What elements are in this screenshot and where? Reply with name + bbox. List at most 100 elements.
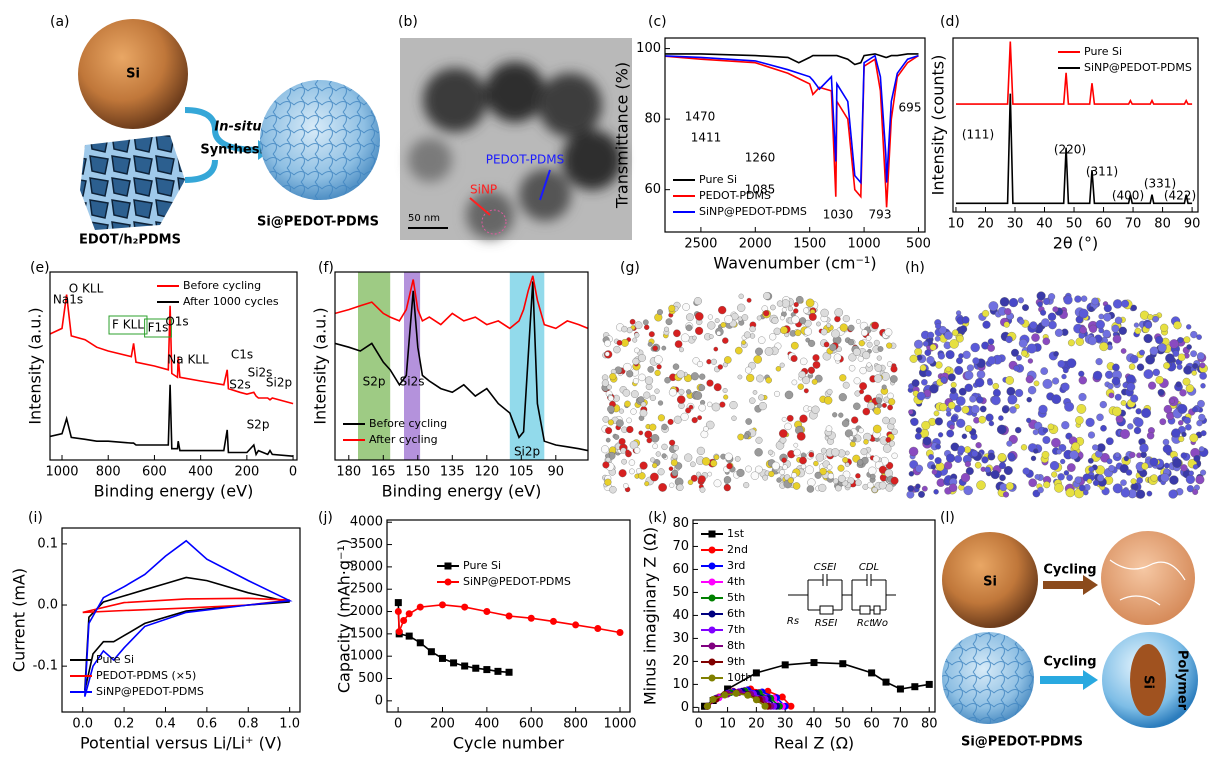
y-tick-label: 80 [672,516,689,531]
panel-label: (i) [28,510,43,526]
atom [656,452,661,457]
atom [1000,483,1007,490]
atom [853,348,861,356]
atom [1158,343,1167,352]
atom [1136,490,1145,499]
atom [892,429,898,435]
atom [673,330,680,337]
arrowhead [1083,575,1098,595]
panel-label: (g) [620,260,640,276]
atom [1051,472,1057,478]
atom [1200,470,1206,476]
x-tick-label: 0 [289,465,297,480]
atom [737,469,745,477]
atom [915,433,922,440]
atom [975,462,981,468]
atom [791,473,797,479]
marker [710,696,717,703]
atom [1121,300,1129,308]
atom [1008,395,1017,404]
legend-marker [709,643,716,650]
atom [718,365,723,370]
atom [1197,400,1204,407]
marker [417,639,424,646]
atom [864,439,869,444]
atom [821,329,827,335]
product-mesh [260,80,380,200]
atom [988,356,996,364]
atom [950,339,959,348]
marker [439,655,446,662]
legend-label: Pure Si [463,559,501,572]
atom [1004,322,1010,328]
atom [1161,473,1170,482]
series-line [705,663,930,707]
atom [868,467,876,475]
atom [780,326,787,333]
atom [751,472,759,480]
atom [1072,442,1080,450]
marker [483,608,490,615]
atom [677,396,685,404]
atom [1112,407,1121,416]
atom [854,377,861,384]
atom [1076,338,1084,346]
atom [627,426,634,433]
x-tick-label: 2000 [739,237,772,252]
atom [965,384,973,392]
atom [857,460,863,466]
atom [829,344,836,351]
panel-label: (a) [50,14,70,30]
marker [396,628,403,635]
atom [787,415,793,421]
atom [965,425,971,431]
atom [739,294,744,299]
atom [639,431,643,435]
atom [686,313,693,320]
atom [1112,377,1120,385]
atom [1019,319,1024,324]
atom [938,432,943,437]
atom [608,396,614,402]
atom [621,459,626,464]
atom [712,403,720,411]
atom [647,438,652,443]
atom [954,455,961,462]
y-axis-label: Minus imaginary Z (Ω) [641,527,660,705]
atom [939,403,947,411]
legend-label: 2nd [727,543,748,556]
polymer-mesh [80,135,185,230]
atom [759,402,767,410]
atom [962,316,969,323]
atom [762,475,767,480]
label: Si [126,67,140,82]
atom [777,301,783,307]
legend-label: 10th [727,671,752,684]
atom [638,374,645,381]
marker [472,665,479,672]
atom [629,460,635,466]
legend-marker [445,563,452,570]
atom [757,316,761,320]
atom [812,379,818,385]
atom [1131,479,1137,485]
legend-label: 1st [727,527,745,540]
atom [951,415,958,422]
atom [724,315,732,323]
atom [664,327,669,332]
marker [868,669,875,676]
x-tick-label: 105 [509,465,534,480]
atom [1160,324,1168,332]
atom [859,340,865,346]
y-tick-label: 0 [375,693,383,708]
atom [1066,488,1075,497]
atom [1007,387,1016,396]
atom [1039,405,1048,414]
atom [738,375,742,379]
atom [1104,304,1112,312]
atom [1134,427,1141,434]
atom [834,316,840,322]
atom [1067,359,1076,368]
atom [935,418,943,426]
atom [720,402,726,408]
